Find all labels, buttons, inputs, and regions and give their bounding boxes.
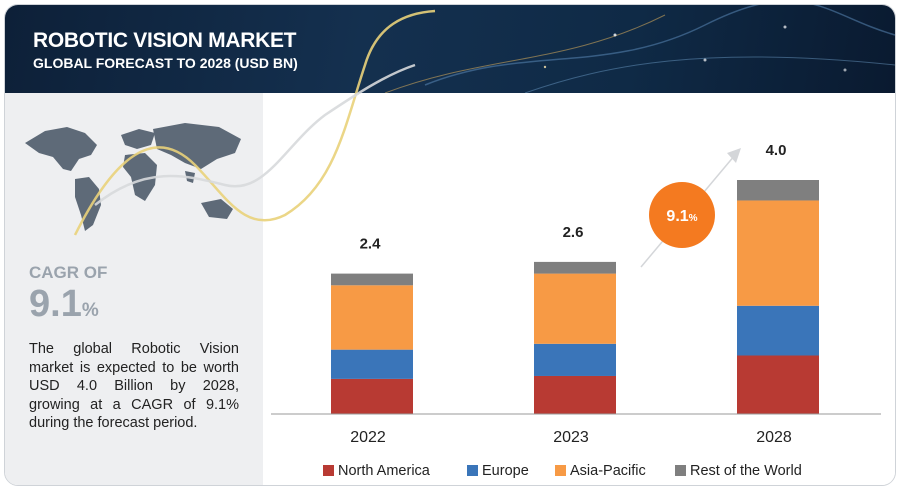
total-label-2028: 4.0: [766, 142, 787, 159]
bar-segment-2023-asia-pacific: [534, 273, 616, 344]
badge-circle: [649, 182, 715, 248]
bar-segment-2028-north-america: [737, 355, 819, 414]
legend-item-rest-of-the-world: Rest of the World: [675, 463, 802, 479]
legend-swatch: [675, 465, 686, 476]
bar-segment-2022-rest-of-the-world: [331, 273, 413, 286]
x-tick-label-2028: 2028: [756, 429, 792, 446]
bar-segment-2022-europe: [331, 349, 413, 379]
bar-segment-2023-north-america: [534, 375, 616, 414]
x-tick-label-2023: 2023: [553, 429, 589, 446]
x-tick-label-2022: 2022: [350, 429, 386, 446]
legend-swatch: [323, 465, 334, 476]
cagr-value: 9.1%: [29, 283, 99, 326]
total-label-2023: 2.6: [563, 224, 584, 241]
legend-label: Rest of the World: [690, 463, 802, 479]
market-description: The global Robotic Vision market is expe…: [29, 341, 239, 431]
legend-label: Asia-Pacific: [570, 463, 646, 479]
legend-swatch: [555, 465, 566, 476]
bar-segment-2022-north-america: [331, 378, 413, 414]
legend-label: North America: [338, 463, 431, 479]
chart-legend: North America Europe Asia-Pacific Rest of t…: [323, 463, 802, 479]
cagr-label: CAGR OF: [29, 263, 108, 282]
bar-segment-2028-asia-pacific: [737, 200, 819, 306]
cagr-unit: %: [81, 300, 99, 321]
legend-item-europe: Europe: [467, 463, 529, 479]
infographic-card: ROBOTIC VISION MARKET GLOBAL FORECAST TO…: [4, 4, 896, 486]
legend-item-asia-pacific: Asia-Pacific: [555, 463, 646, 479]
bar-segment-2023-rest-of-the-world: [534, 261, 616, 274]
bars-layer: [331, 180, 819, 414]
bar-segment-2022-asia-pacific: [331, 285, 413, 350]
arrow-head-icon: [727, 148, 741, 163]
bar-segment-2028-rest-of-the-world: [737, 180, 819, 201]
badge-unit: %: [689, 213, 698, 224]
cagr-badge: 9.1%: [649, 182, 715, 248]
total-label-2022: 2.4: [360, 236, 382, 253]
bar-segment-2023-europe: [534, 343, 616, 376]
labels-layer: 2.4 2022 2.6 2023 4.0 2028: [350, 142, 792, 446]
svg-text:9.1%: 9.1%: [666, 208, 697, 225]
badge-value: 9.1: [666, 208, 688, 225]
legend-item-north-america: North America: [323, 463, 431, 479]
legend-swatch: [467, 465, 478, 476]
legend-label: Europe: [482, 463, 529, 479]
bar-segment-2028-europe: [737, 305, 819, 356]
cagr-number: 9.1: [29, 283, 82, 325]
stacked-bar-chart: 2.4 2022 2.6 2023 4.0 2028 9.1% North America…: [271, 142, 881, 479]
